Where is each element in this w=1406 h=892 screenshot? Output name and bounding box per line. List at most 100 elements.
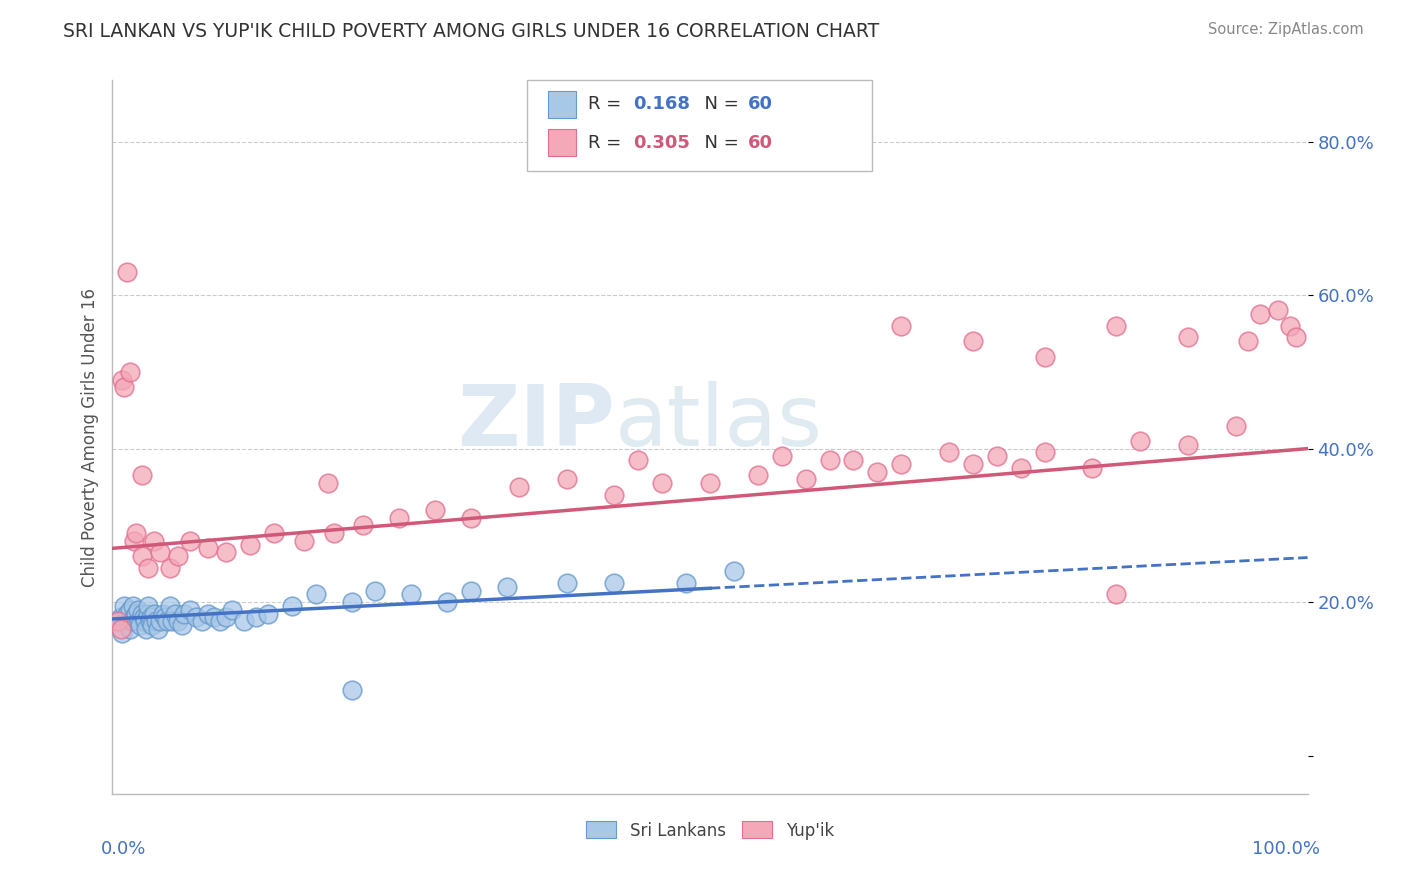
Point	[555, 472, 578, 486]
Point	[145, 614, 167, 628]
Point	[197, 541, 219, 556]
Point	[141, 618, 163, 632]
Point	[890, 318, 912, 333]
Point	[110, 610, 132, 624]
Point	[340, 683, 363, 698]
Point	[138, 560, 160, 574]
Point	[128, 614, 150, 628]
Point	[938, 445, 960, 459]
Text: N =: N =	[693, 134, 745, 152]
Point	[221, 603, 243, 617]
Text: SRI LANKAN VS YUP'IK CHILD POVERTY AMONG GIRLS UNDER 16 CORRELATION CHART: SRI LANKAN VS YUP'IK CHILD POVERTY AMONG…	[63, 22, 880, 41]
Point	[1081, 460, 1104, 475]
Point	[627, 453, 650, 467]
Point	[120, 603, 142, 617]
Point	[215, 610, 238, 624]
Point	[170, 618, 193, 632]
Point	[143, 607, 166, 621]
Point	[723, 565, 745, 579]
Point	[138, 599, 160, 613]
Text: R =: R =	[588, 134, 627, 152]
Point	[555, 575, 578, 590]
Point	[138, 614, 160, 628]
Point	[794, 472, 817, 486]
Point	[603, 575, 626, 590]
Point	[114, 380, 135, 394]
Point	[436, 595, 458, 609]
Point	[364, 583, 387, 598]
Point	[107, 614, 129, 628]
Point	[508, 480, 530, 494]
Point	[131, 549, 153, 563]
Point	[1285, 330, 1308, 344]
Point	[1105, 587, 1128, 601]
Point	[162, 614, 183, 628]
Text: 60: 60	[748, 134, 773, 152]
Point	[139, 610, 162, 624]
Point	[197, 607, 219, 621]
Point	[202, 610, 225, 624]
Point	[111, 372, 134, 386]
Point	[110, 622, 132, 636]
Point	[111, 625, 134, 640]
Legend: Sri Lankans, Yup'ik: Sri Lankans, Yup'ik	[579, 814, 841, 847]
Point	[131, 607, 153, 621]
Point	[122, 533, 145, 548]
Point	[1249, 307, 1271, 321]
Point	[233, 614, 256, 628]
Point	[153, 610, 176, 624]
Point	[167, 549, 190, 563]
Y-axis label: Child Poverty Among Girls Under 16: Child Poverty Among Girls Under 16	[80, 287, 98, 587]
Point	[191, 614, 214, 628]
Text: 0.305: 0.305	[633, 134, 689, 152]
Point	[305, 587, 328, 601]
Point	[651, 476, 673, 491]
Point	[263, 526, 285, 541]
Point	[1010, 460, 1032, 475]
Text: ZIP: ZIP	[457, 381, 614, 465]
Point	[1033, 350, 1056, 364]
Point	[1267, 303, 1289, 318]
Point	[401, 587, 423, 601]
Point	[239, 537, 262, 551]
Point	[129, 618, 152, 632]
Point	[1237, 334, 1260, 348]
Point	[132, 610, 155, 624]
Point	[115, 607, 138, 621]
Point	[115, 265, 138, 279]
Point	[496, 580, 519, 594]
Point	[215, 545, 238, 559]
Point	[257, 607, 280, 621]
Point	[322, 526, 344, 541]
Point	[146, 622, 169, 636]
Point	[460, 510, 482, 524]
Point	[120, 365, 142, 379]
Point	[159, 560, 181, 574]
Point	[149, 545, 172, 559]
Point	[131, 468, 153, 483]
Text: N =: N =	[693, 95, 745, 113]
Point	[186, 610, 208, 624]
Point	[1177, 438, 1199, 452]
Point	[1278, 318, 1301, 333]
Point	[179, 533, 201, 548]
Point	[135, 622, 157, 636]
Point	[149, 614, 172, 628]
Text: 0.0%: 0.0%	[101, 840, 146, 858]
Point	[125, 607, 148, 621]
Point	[114, 599, 135, 613]
Point	[352, 518, 374, 533]
Point	[120, 622, 142, 636]
Point	[122, 610, 145, 624]
Point	[603, 488, 626, 502]
Text: atlas: atlas	[614, 381, 823, 465]
Point	[1225, 418, 1247, 433]
Point	[292, 533, 315, 548]
Text: R =: R =	[588, 95, 627, 113]
Point	[152, 607, 174, 621]
Point	[1105, 318, 1128, 333]
Text: 100.0%: 100.0%	[1251, 840, 1320, 858]
Point	[818, 453, 841, 467]
Point	[1033, 445, 1056, 459]
Point	[316, 476, 339, 491]
